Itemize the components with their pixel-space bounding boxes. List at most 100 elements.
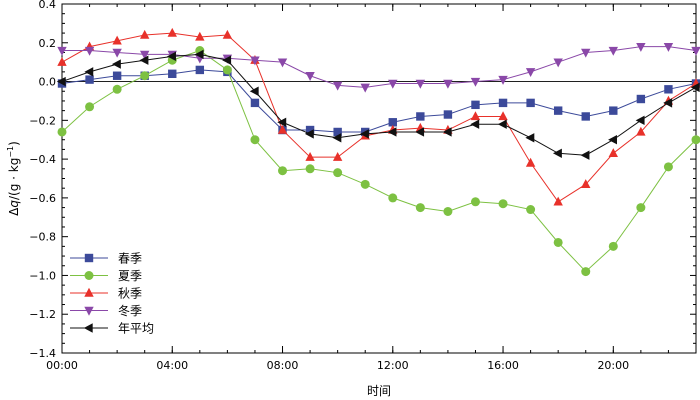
data-point — [305, 164, 315, 174]
data-point — [84, 67, 94, 77]
data-point — [277, 58, 288, 68]
legend-marker — [84, 253, 94, 263]
series-5 — [56, 49, 700, 160]
data-point — [691, 135, 700, 145]
data-point — [636, 42, 646, 52]
data-point — [388, 79, 398, 89]
data-point — [663, 162, 673, 172]
x-axis-title: 时间 — [367, 384, 391, 398]
axis-titles: 时间 Δq/(g · kg−1) — [6, 141, 391, 398]
data-point — [57, 127, 67, 137]
data-point — [112, 71, 122, 80]
y-tick-label: −0.2 — [29, 114, 56, 127]
data-point — [581, 112, 590, 121]
y-axis-title-part: q — [7, 200, 21, 208]
data-point — [277, 124, 288, 134]
series-line — [61, 69, 697, 133]
data-point — [470, 111, 481, 121]
data-point — [581, 267, 591, 277]
data-point — [250, 98, 260, 108]
x-tick-label: 16:00 — [487, 359, 519, 372]
data-point — [167, 27, 177, 37]
y-tick-label: −1.0 — [29, 269, 56, 282]
y-tick-label: −0.6 — [29, 192, 56, 205]
data-point — [140, 71, 150, 81]
data-point — [415, 203, 425, 213]
data-point — [139, 50, 150, 60]
y-axis-title-part: /(g · kg — [7, 158, 21, 200]
data-point — [553, 58, 563, 68]
data-point — [553, 237, 563, 247]
axis-ticks: 0.4 0.2 0.0 −0.2 −0.4 −0.6 −0.8 −1.0 −1.2 −1.400:… — [29, 0, 697, 372]
legend-label: 年平均 — [118, 322, 154, 336]
data-point — [608, 135, 618, 145]
data-point — [443, 79, 453, 89]
data-point — [332, 133, 342, 143]
data-point — [167, 51, 176, 62]
data-point — [304, 129, 314, 139]
data-point — [691, 46, 700, 56]
legend-label: 夏季 — [118, 269, 142, 283]
data-point — [526, 98, 535, 108]
series-line — [61, 53, 697, 156]
data-point — [525, 133, 535, 143]
data-point — [635, 115, 645, 126]
data-point — [416, 112, 425, 121]
data-point — [222, 29, 233, 39]
y-tick-label: −1.4 — [29, 347, 56, 360]
data-point — [498, 98, 508, 108]
data-point — [553, 106, 563, 115]
series-2 — [57, 46, 700, 277]
data-point — [387, 127, 397, 137]
data-point — [56, 76, 66, 87]
x-tick-label: 08:00 — [267, 359, 299, 372]
data-point — [305, 125, 315, 135]
data-point — [277, 117, 287, 127]
data-point — [333, 127, 342, 137]
y-tick-label: −0.4 — [29, 153, 56, 166]
legend-marker — [84, 287, 94, 297]
plot-border — [61, 3, 697, 354]
x-tick-label: 00:00 — [46, 359, 78, 372]
data-point — [250, 135, 260, 145]
data-point — [470, 77, 481, 87]
y-axis-title-part: −1 — [6, 146, 15, 158]
data-point — [663, 98, 673, 108]
data-point — [443, 206, 453, 216]
data-point — [471, 100, 480, 110]
data-point — [305, 151, 315, 161]
legend-item: 夏季 — [70, 269, 142, 283]
data-point — [249, 86, 259, 96]
data-point — [332, 81, 343, 91]
data-point — [415, 127, 425, 137]
data-point — [608, 148, 619, 157]
data-point — [333, 168, 343, 178]
data-point — [690, 82, 700, 93]
legend-label: 冬季 — [118, 303, 142, 318]
data-point — [663, 42, 674, 52]
data-point — [636, 203, 646, 213]
legend-label: 秋季 — [118, 287, 142, 301]
legend-item: 秋季 — [70, 287, 142, 301]
y-tick-label: 0.4 — [39, 0, 57, 11]
x-tick-label: 04:00 — [156, 359, 188, 372]
data-point — [278, 166, 288, 176]
data-point — [332, 151, 343, 161]
data-point — [497, 119, 507, 129]
legend-marker — [84, 306, 94, 316]
y-tick-label: 0.0 — [39, 76, 57, 89]
y-tick-label: 0.2 — [39, 37, 57, 50]
data-point — [305, 72, 315, 81]
data-point — [57, 46, 67, 56]
data-point — [498, 111, 508, 121]
series-line — [62, 46, 697, 88]
data-point — [443, 110, 453, 119]
y-axis-title-part: ) — [7, 141, 21, 146]
data-point — [388, 118, 397, 127]
data-point — [360, 179, 370, 189]
series-1 — [57, 65, 700, 137]
plot-area — [61, 3, 697, 354]
data-point — [526, 205, 536, 215]
data-point — [139, 29, 150, 39]
